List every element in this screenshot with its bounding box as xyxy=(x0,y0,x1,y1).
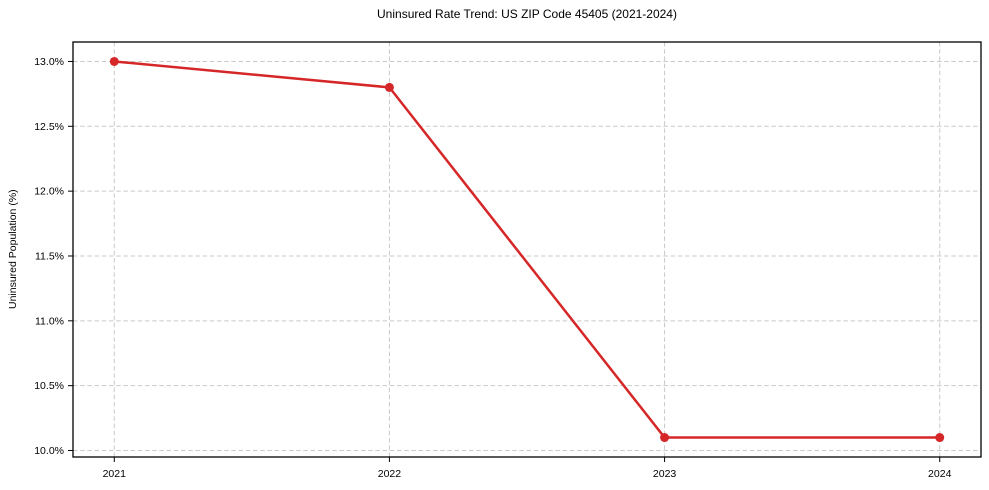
x-tick-label: 2024 xyxy=(928,468,952,480)
y-tick-label: 13.0% xyxy=(34,56,64,68)
data-point-2024 xyxy=(935,433,945,443)
y-tick-label: 10.5% xyxy=(34,380,64,392)
series-uninsured-rate xyxy=(109,56,945,443)
chart-title: Uninsured Rate Trend: US ZIP Code 45405 … xyxy=(377,7,677,21)
y-tick-label: 11.0% xyxy=(35,315,64,327)
y-tick-label: 11.5% xyxy=(35,250,64,262)
data-point-2021 xyxy=(109,56,119,66)
trend-line xyxy=(113,60,941,439)
x-tick-label: 2022 xyxy=(378,468,402,480)
plot-border xyxy=(72,41,982,458)
y-tick-label: 10.0% xyxy=(34,445,64,457)
y-tick-label: 12.5% xyxy=(34,121,64,133)
x-tick-label: 2021 xyxy=(103,468,127,480)
data-point-2022 xyxy=(384,82,394,92)
axes: 2021 2022 2023 2024 10.0% 10.5% 11.0% 11.5% 12.0… xyxy=(34,41,982,480)
x-tick-label: 2023 xyxy=(653,468,677,480)
grid xyxy=(73,42,981,457)
y-tick-label: 12.0% xyxy=(34,186,64,198)
data-point-2023 xyxy=(660,433,670,443)
